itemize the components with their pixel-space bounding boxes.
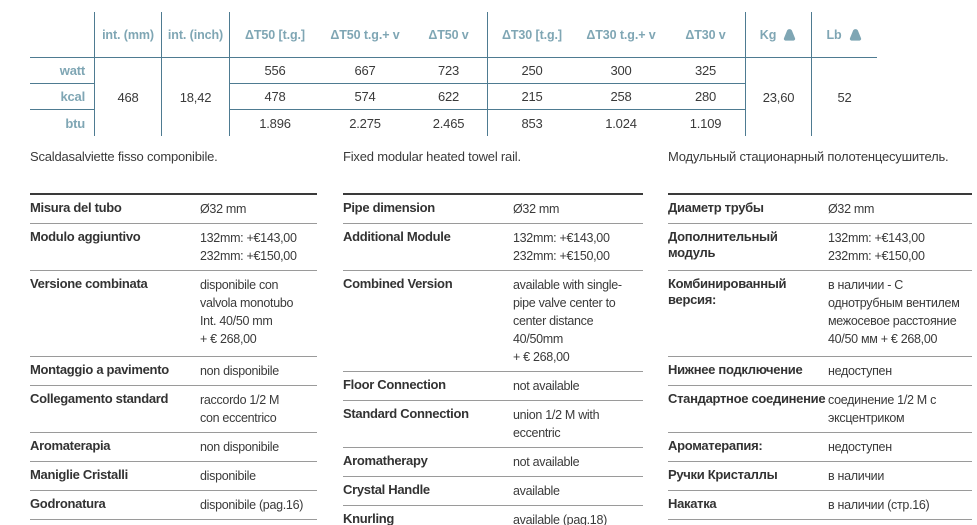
heat-output-table: int. (mm) int. (inch) ΔT50 [t.g.] ΔT50 t… xyxy=(30,12,877,136)
spec-value: Ø32 mm xyxy=(828,194,972,224)
spec-label: Pipe dimension xyxy=(343,194,513,224)
weight-icon xyxy=(849,28,861,41)
row-label-watt: watt xyxy=(30,58,95,84)
watt-dt50-tg: 556 xyxy=(230,58,320,84)
watt-dt30-tg: 250 xyxy=(488,58,576,84)
spec-label: Диаметр трубы xyxy=(668,194,828,224)
spec-label: Дополнительный модуль xyxy=(668,223,828,271)
spec-label: Crystal Handle xyxy=(343,476,513,506)
spec-value: соединение 1/2 М с эксцентриком xyxy=(828,385,972,433)
kcal-dt50-v: 622 xyxy=(410,84,488,110)
header-dt50-tg: ΔT50 [t.g.] xyxy=(230,12,320,58)
watt-dt50-tgv: 667 xyxy=(320,58,410,84)
description-russian: Модульный стационарный полотенцесушитель… xyxy=(668,149,949,164)
kcal-dt30-tgv: 258 xyxy=(576,84,666,110)
row-label-btu: btu xyxy=(30,110,95,136)
header-dt30-v: ΔT30 v xyxy=(666,12,746,58)
kcal-dt30-tg: 215 xyxy=(488,84,576,110)
btu-dt50-tgv: 2.275 xyxy=(349,115,381,131)
spec-label: Нижнее подключение xyxy=(668,356,828,386)
row-label-kcal: kcal xyxy=(30,84,95,110)
spec-value: в наличии - С однотрубным вентилем межос… xyxy=(828,270,972,357)
kcal-dt50-tg: 478 xyxy=(230,84,320,110)
spec-label: Ароматерапия: xyxy=(668,432,828,462)
header-dt30-tgv: ΔT30 t.g.+ v xyxy=(576,12,666,58)
spec-label: Standard Connection xyxy=(343,400,513,448)
spec-table-russian: Диаметр трубы Ø32 mm Дополнительный модул… xyxy=(668,193,972,520)
spec-label: Additional Module xyxy=(343,223,513,271)
weight-icon xyxy=(784,28,796,41)
header-int-inch: int. (inch) xyxy=(162,12,230,58)
spec-value: non disponibile xyxy=(200,356,317,386)
header-dt50-tgv: ΔT50 t.g.+ v xyxy=(320,12,410,58)
spec-value: в наличии xyxy=(828,461,972,491)
spec-value: union 1/2 M with eccentric xyxy=(513,400,643,448)
spec-label: Knurling xyxy=(343,505,513,525)
spec-label: Collegamento standard xyxy=(30,385,200,433)
watt-dt50-v: 723 xyxy=(410,58,488,84)
watt-dt30-v: 325 xyxy=(666,58,746,84)
spec-value: недоступен xyxy=(828,356,972,386)
spec-label: Montaggio a pavimento xyxy=(30,356,200,386)
spec-value: non disponibile xyxy=(200,432,317,462)
spec-label: Maniglie Cristalli xyxy=(30,461,200,491)
spec-value: disponibile con valvola monotubo Int. 40… xyxy=(200,270,317,357)
spec-label: Стандартное соединение xyxy=(668,385,828,433)
spec-label: Combined Version xyxy=(343,270,513,372)
spec-value: raccordo 1/2 M con eccentrico xyxy=(200,385,317,433)
spec-label: Misura del tubo xyxy=(30,194,200,224)
kg-label: Kg xyxy=(759,27,777,42)
btu-dt50-tg: 1.896 xyxy=(259,115,291,131)
spec-label: Versione combinata xyxy=(30,270,200,357)
value-int-inch: 18,42 xyxy=(162,58,230,136)
lb-label: Lb xyxy=(826,27,842,42)
corner-cell xyxy=(30,12,95,58)
kcal-dt30-v: 280 xyxy=(666,84,746,110)
spec-value: disponibile (pag.16) xyxy=(200,490,317,520)
spec-value: недоступен xyxy=(828,432,972,462)
spec-value: 132mm: +€143,00 232mm: +€150,00 xyxy=(828,223,972,271)
spec-label: Modulo aggiuntivo xyxy=(30,223,200,271)
spec-value: not available xyxy=(513,447,643,477)
spec-label: Накатка xyxy=(668,490,828,520)
spec-value: available with single- pipe valve center… xyxy=(513,270,643,372)
header-lb: Lb xyxy=(812,12,877,58)
spec-value: в наличии (стр.16) xyxy=(828,490,972,520)
spec-value: 132mm: +€143,00 232mm: +€150,00 xyxy=(200,223,317,271)
watt-dt30-tgv: 300 xyxy=(576,58,666,84)
value-kg: 23,60 xyxy=(746,58,812,136)
btu-dt30-tgv: 1.024 xyxy=(605,115,637,131)
header-int-mm: int. (mm) xyxy=(95,12,162,58)
description-english: Fixed modular heated towel rail. xyxy=(343,149,521,164)
header-dt50-v: ΔT50 v xyxy=(410,12,488,58)
spec-value: available xyxy=(513,476,643,506)
spec-value: not available xyxy=(513,371,643,401)
spec-value: available (pag.18) xyxy=(513,505,643,525)
spec-label: Aromaterapia xyxy=(30,432,200,462)
spec-label: Комбинированный версия: xyxy=(668,270,828,357)
header-dt30-tg: ΔT30 [t.g.] xyxy=(488,12,576,58)
kcal-dt50-tgv: 574 xyxy=(320,84,410,110)
spec-label: Godronatura xyxy=(30,490,200,520)
value-int-mm: 468 xyxy=(95,58,162,136)
spec-value: 132mm: +€143,00 232mm: +€150,00 xyxy=(513,223,643,271)
spec-value: Ø32 mm xyxy=(200,194,317,224)
spec-table-italian: Misura del tubo Ø32 mm Modulo aggiuntivo 1… xyxy=(30,193,317,520)
spec-value: disponibile xyxy=(200,461,317,491)
value-lb: 52 xyxy=(837,89,852,105)
btu-dt30-v: 1.109 xyxy=(666,110,746,136)
spec-label: Ручки Кристаллы xyxy=(668,461,828,491)
description-italian: Scaldasalviette fisso componibile. xyxy=(30,149,218,164)
btu-dt30-tg: 853 xyxy=(521,115,543,131)
spec-label: Aromatherapy xyxy=(343,447,513,477)
header-kg: Kg xyxy=(746,12,812,58)
btu-dt50-v: 2.465 xyxy=(410,110,488,136)
spec-value: Ø32 mm xyxy=(513,194,643,224)
spec-table-english: Pipe dimension Ø32 mm Additional Module 13… xyxy=(343,193,643,525)
spec-label: Floor Connection xyxy=(343,371,513,401)
